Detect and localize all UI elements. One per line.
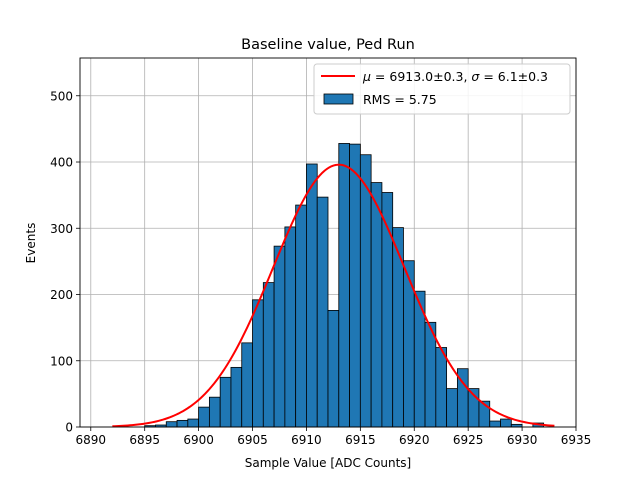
histogram-bar	[176, 419, 189, 428]
x-tick-label: 6925	[453, 433, 484, 447]
legend-mu-symbol: μ	[362, 69, 371, 84]
legend-sigma-symbol: σ	[471, 69, 480, 84]
x-tick-label: 6910	[291, 433, 322, 447]
histogram-bar	[489, 420, 501, 428]
histogram-bar	[306, 163, 318, 428]
chart-title: Baseline value, Ped Run	[241, 37, 415, 53]
histogram-bar	[273, 245, 286, 428]
x-axis-label: Sample Value [ADC Counts]	[245, 456, 411, 470]
histogram-bar	[262, 282, 275, 428]
legend: μ = 6913.0±0.3, σ = 6.1±0.3 RMS = 5.75	[313, 63, 571, 115]
gaussian-fit-curve	[112, 163, 555, 428]
legend-fit-label: μ = 6913.0±0.3, σ = 6.1±0.3	[362, 69, 548, 84]
histogram-bar	[392, 227, 404, 428]
legend-hist-label: RMS = 5.75	[363, 92, 437, 107]
x-tick-label: 6895	[129, 433, 160, 447]
histogram-bars	[144, 143, 545, 428]
histogram-bar	[187, 418, 200, 428]
legend-mu-text: = 6913.0±0.3,	[371, 69, 471, 84]
y-tick-label: 300	[50, 222, 73, 236]
x-tick-label: 6930	[507, 433, 538, 447]
y-tick-label: 100	[50, 354, 73, 368]
histogram-bar	[230, 366, 243, 428]
histogram-bar	[424, 321, 437, 428]
histogram-bar	[349, 143, 361, 428]
histogram-bar	[295, 204, 307, 428]
x-tick-label: 6890	[76, 433, 107, 447]
x-tick-label: 6920	[399, 433, 430, 447]
histogram-bar	[241, 342, 253, 428]
histogram-bar	[219, 376, 232, 428]
legend-sigma-text: = 6.1±0.3	[479, 69, 548, 84]
legend-box	[313, 63, 571, 115]
histogram-bar	[284, 226, 297, 428]
histogram-bar	[208, 396, 221, 428]
histogram-bar	[316, 196, 329, 428]
x-tick-label: 6935	[561, 433, 592, 447]
histogram-bar	[435, 347, 448, 428]
y-tick-label: 0	[65, 421, 73, 435]
x-tick-label: 6900	[183, 433, 214, 447]
histogram-bar	[165, 421, 178, 428]
axis-ticks: 6890 6895 6900 6905 6910 6915 6920 6925 6930 6935…	[50, 89, 591, 447]
histogram-bar	[198, 406, 210, 428]
histogram-bar	[500, 418, 512, 428]
y-tick-label: 500	[50, 89, 73, 103]
histogram-bar	[252, 299, 264, 428]
histogram-bar	[327, 310, 340, 428]
histogram-bar	[359, 154, 372, 428]
axes-frame	[79, 57, 577, 428]
y-tick-label: 400	[50, 156, 73, 170]
y-axis-label: Events	[24, 223, 38, 264]
x-tick-label: 6915	[345, 433, 376, 447]
histogram-bar	[446, 388, 458, 428]
x-tick-label: 6905	[237, 433, 268, 447]
histogram-bar	[370, 182, 383, 428]
legend-hist-swatch	[323, 93, 354, 105]
y-tick-label: 200	[50, 288, 73, 302]
histogram-bar	[338, 143, 350, 428]
